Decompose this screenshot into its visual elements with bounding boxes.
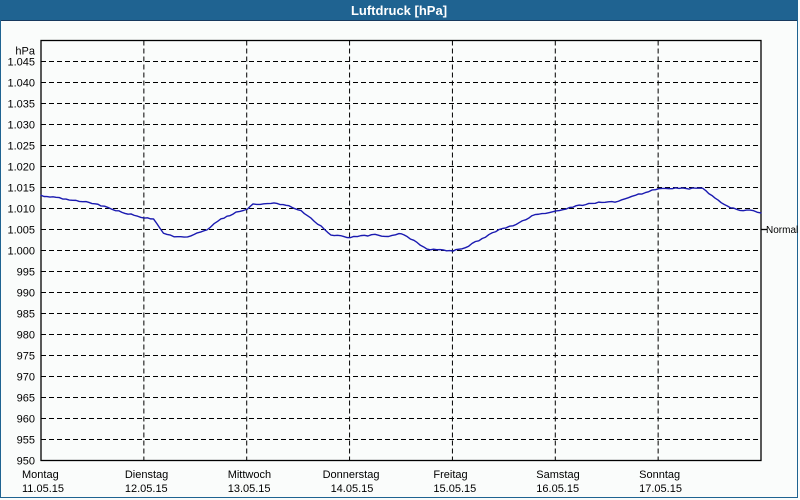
svg-text:17.05.15: 17.05.15 <box>639 483 682 495</box>
svg-text:Normal: Normal <box>766 225 798 236</box>
svg-text:16.05.15: 16.05.15 <box>536 483 579 495</box>
svg-text:Donnerstag: Donnerstag <box>323 469 380 481</box>
svg-text:1.020: 1.020 <box>7 162 35 174</box>
svg-text:1.015: 1.015 <box>7 183 35 195</box>
svg-text:Sonntag: Sonntag <box>639 469 680 481</box>
svg-text:Freitag: Freitag <box>433 469 467 481</box>
svg-text:13.05.15: 13.05.15 <box>228 483 271 495</box>
svg-text:1.000: 1.000 <box>7 246 35 258</box>
svg-text:14.05.15: 14.05.15 <box>331 483 374 495</box>
svg-text:12.05.15: 12.05.15 <box>125 483 168 495</box>
svg-text:11.05.15: 11.05.15 <box>22 483 64 495</box>
svg-text:1.040: 1.040 <box>7 78 35 90</box>
svg-text:975: 975 <box>17 351 35 363</box>
svg-text:1.035: 1.035 <box>7 99 35 111</box>
svg-text:1.030: 1.030 <box>7 120 35 132</box>
svg-text:1.010: 1.010 <box>7 204 35 216</box>
svg-text:965: 965 <box>17 393 35 405</box>
svg-text:hPa: hPa <box>15 46 35 58</box>
svg-text:955: 955 <box>17 435 35 447</box>
svg-text:985: 985 <box>17 309 35 321</box>
svg-text:1.025: 1.025 <box>7 141 35 153</box>
svg-text:990: 990 <box>17 288 35 300</box>
svg-text:1.045: 1.045 <box>7 57 35 69</box>
svg-text:Mittwoch: Mittwoch <box>228 469 271 481</box>
svg-text:1.005: 1.005 <box>7 225 35 237</box>
svg-text:995: 995 <box>17 267 35 279</box>
svg-text:980: 980 <box>17 330 35 342</box>
svg-text:950: 950 <box>17 456 35 468</box>
svg-text:960: 960 <box>17 414 35 426</box>
svg-text:Montag: Montag <box>22 469 59 481</box>
svg-text:Dienstag: Dienstag <box>125 469 168 481</box>
svg-text:15.05.15: 15.05.15 <box>433 483 476 495</box>
svg-text:Samstag: Samstag <box>536 469 579 481</box>
svg-text:970: 970 <box>17 372 35 384</box>
